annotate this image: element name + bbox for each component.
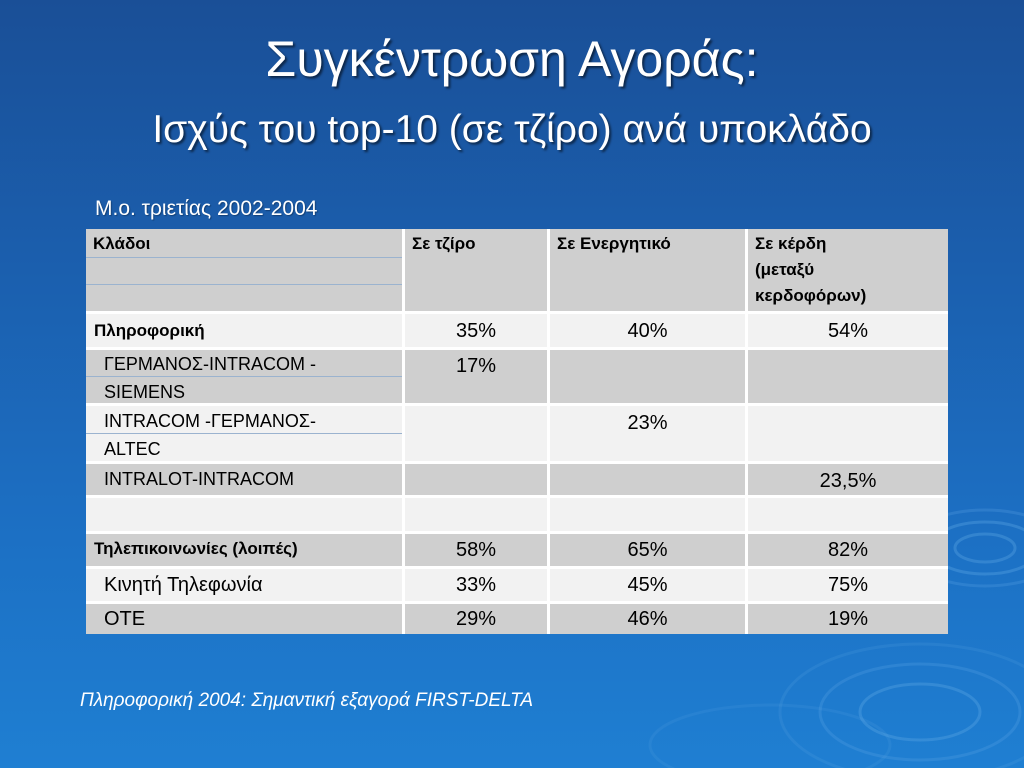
cell-turnover: 17% (455, 355, 497, 377)
cell-profits: 75% (827, 574, 869, 596)
cell-assets: 23% (627, 412, 668, 434)
row-band-5 (86, 498, 948, 531)
cell-profits: 23,5% (819, 470, 877, 492)
concentration-table: Κλάδοι Σε τζίρο Σε Ενεργητικό Σε κέρδη (… (86, 229, 948, 634)
row-separator (86, 566, 948, 569)
header-label-band (86, 229, 402, 311)
slide-title: Συγκέντρωση Αγοράς: (265, 31, 759, 87)
cell-profits: 19% (827, 608, 869, 630)
row-label-informatics: Πληροφορική (94, 321, 205, 340)
row-band-4 (86, 464, 948, 495)
row-label-telecom: Τηλεπικοινωνίες (λοιπές) (94, 539, 298, 558)
row-subline (86, 376, 402, 377)
row-separator (86, 495, 948, 498)
row-separator (86, 347, 948, 350)
footer-note: Πληροφορική 2004: Σημαντική εξαγορά FIRS… (80, 690, 534, 711)
header-assets: Σε Ενεργητικό (557, 234, 671, 253)
row-separator (86, 311, 948, 314)
slide-subtitle: Ισχύς του top-10 (σε τζίρο) ανά υποκλάδο (152, 108, 872, 151)
cell-turnover: 35% (455, 320, 497, 342)
cell-turnover: 33% (455, 574, 497, 596)
row-separator (86, 601, 948, 604)
column-separator (745, 229, 748, 634)
cell-turnover: 58% (455, 539, 497, 561)
column-separator (547, 229, 550, 634)
period-caption: Μ.ο. τριετίας 2002-2004 (95, 197, 318, 220)
row-separator (86, 531, 948, 534)
cell-assets: 46% (627, 608, 668, 630)
row-subline (86, 433, 402, 434)
header-turnover: Σε τζίρο (412, 234, 476, 253)
header-sectors: Κλάδοι (93, 234, 151, 253)
row-label-ote: ΟΤΕ (104, 608, 146, 630)
row-band-6 (86, 534, 948, 566)
row-separator (86, 461, 948, 464)
cell-profits: 54% (827, 320, 869, 342)
row-band-8 (86, 604, 948, 634)
cell-profits: 82% (827, 539, 869, 561)
cell-turnover: 29% (455, 608, 497, 630)
row-band-7 (86, 569, 948, 601)
row-label-mobile: Κινητή Τηλεφωνία (104, 574, 263, 596)
header-subline (86, 257, 402, 258)
row-label-germanos-intracom-siemens: ΓΕΡΜΑΝΟΣ-INTRACOM - SIEMENS (104, 354, 317, 402)
row-label-intracom-germanos-altec: INTRACOM -ΓΕΡΜΑΝΟΣ- ALTEC (104, 411, 317, 459)
column-separator (402, 229, 405, 634)
row-label-intralot-intracom: INTRALOT-INTRACOM (104, 469, 295, 489)
cell-assets: 65% (627, 539, 668, 561)
header-subline (86, 284, 402, 285)
row-band-1 (86, 314, 948, 347)
row-separator (86, 403, 948, 406)
header-cols-band (402, 229, 948, 311)
header-profits: Σε κέρδη (μεταξύ κερδοφόρων) (755, 234, 867, 305)
cell-assets: 40% (627, 320, 668, 342)
cell-assets: 45% (627, 574, 668, 596)
